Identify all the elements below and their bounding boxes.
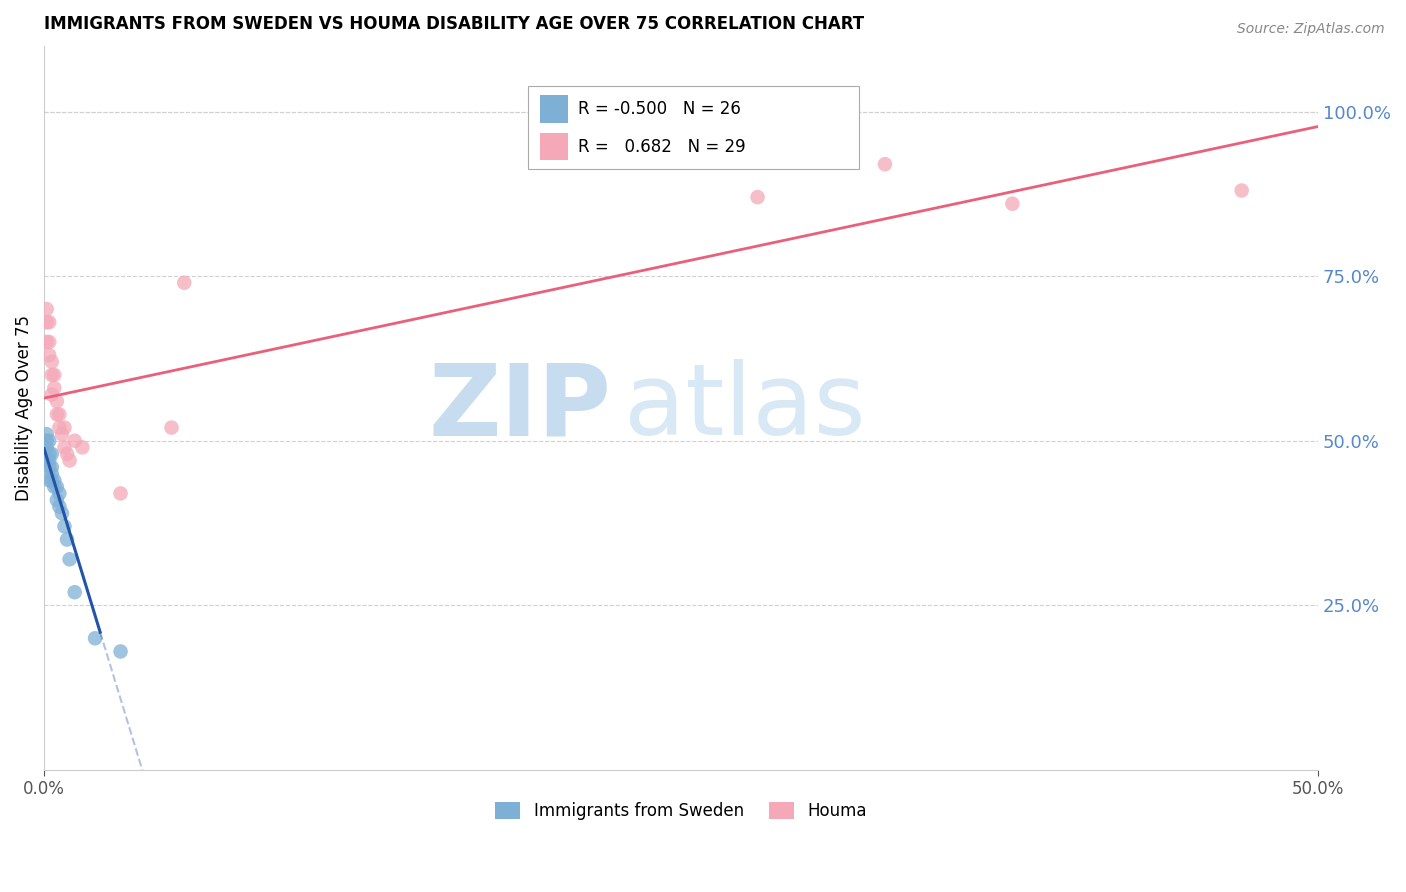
Point bbox=[38, 453, 60, 467]
Point bbox=[35, 427, 58, 442]
Bar bbox=[540, 95, 568, 123]
Point bbox=[38, 460, 60, 475]
Point bbox=[48, 408, 70, 422]
Legend: Immigrants from Sweden, Houma: Immigrants from Sweden, Houma bbox=[489, 796, 873, 827]
Point bbox=[53, 441, 76, 455]
Point bbox=[110, 644, 132, 658]
Point bbox=[41, 447, 63, 461]
Point bbox=[53, 420, 76, 434]
Point bbox=[1230, 184, 1253, 198]
Point bbox=[63, 585, 86, 599]
Point bbox=[45, 493, 67, 508]
Point bbox=[873, 157, 896, 171]
Text: IMMIGRANTS FROM SWEDEN VS HOUMA DISABILITY AGE OVER 75 CORRELATION CHART: IMMIGRANTS FROM SWEDEN VS HOUMA DISABILI… bbox=[44, 15, 865, 33]
Bar bbox=[540, 133, 568, 161]
Point bbox=[35, 441, 58, 455]
Point bbox=[41, 467, 63, 481]
Point bbox=[38, 473, 60, 487]
Point bbox=[72, 441, 94, 455]
Point bbox=[41, 460, 63, 475]
Point bbox=[45, 480, 67, 494]
Text: ZIP: ZIP bbox=[429, 359, 612, 457]
Point bbox=[48, 486, 70, 500]
Point bbox=[1001, 196, 1024, 211]
Point bbox=[44, 368, 66, 382]
Point bbox=[51, 506, 73, 520]
Point bbox=[38, 334, 60, 349]
Point bbox=[38, 434, 60, 448]
Text: R = -0.500   N = 26: R = -0.500 N = 26 bbox=[578, 100, 741, 119]
Point bbox=[35, 453, 58, 467]
Point bbox=[48, 420, 70, 434]
Text: atlas: atlas bbox=[624, 359, 866, 457]
Point bbox=[45, 394, 67, 409]
Point bbox=[84, 632, 107, 646]
Point bbox=[58, 552, 80, 566]
Point bbox=[35, 334, 58, 349]
Text: Source: ZipAtlas.com: Source: ZipAtlas.com bbox=[1237, 22, 1385, 37]
Point bbox=[35, 315, 58, 329]
Point bbox=[35, 434, 58, 448]
Point bbox=[58, 453, 80, 467]
Point bbox=[51, 427, 73, 442]
Text: R =   0.682   N = 29: R = 0.682 N = 29 bbox=[578, 137, 745, 156]
Point bbox=[38, 447, 60, 461]
Point bbox=[53, 519, 76, 533]
Point bbox=[63, 434, 86, 448]
Point bbox=[110, 486, 132, 500]
Point bbox=[41, 368, 63, 382]
Point bbox=[48, 500, 70, 514]
Point bbox=[44, 480, 66, 494]
Point bbox=[44, 381, 66, 395]
Point bbox=[56, 447, 79, 461]
FancyBboxPatch shape bbox=[529, 86, 859, 169]
Point bbox=[173, 276, 195, 290]
Point bbox=[160, 420, 183, 434]
Point bbox=[41, 387, 63, 401]
Point bbox=[56, 533, 79, 547]
Y-axis label: Disability Age Over 75: Disability Age Over 75 bbox=[15, 315, 32, 500]
Point bbox=[38, 315, 60, 329]
Point bbox=[45, 408, 67, 422]
Point bbox=[41, 473, 63, 487]
Point bbox=[38, 348, 60, 362]
Point bbox=[35, 301, 58, 316]
Point bbox=[747, 190, 769, 204]
Point bbox=[41, 355, 63, 369]
Point bbox=[44, 473, 66, 487]
